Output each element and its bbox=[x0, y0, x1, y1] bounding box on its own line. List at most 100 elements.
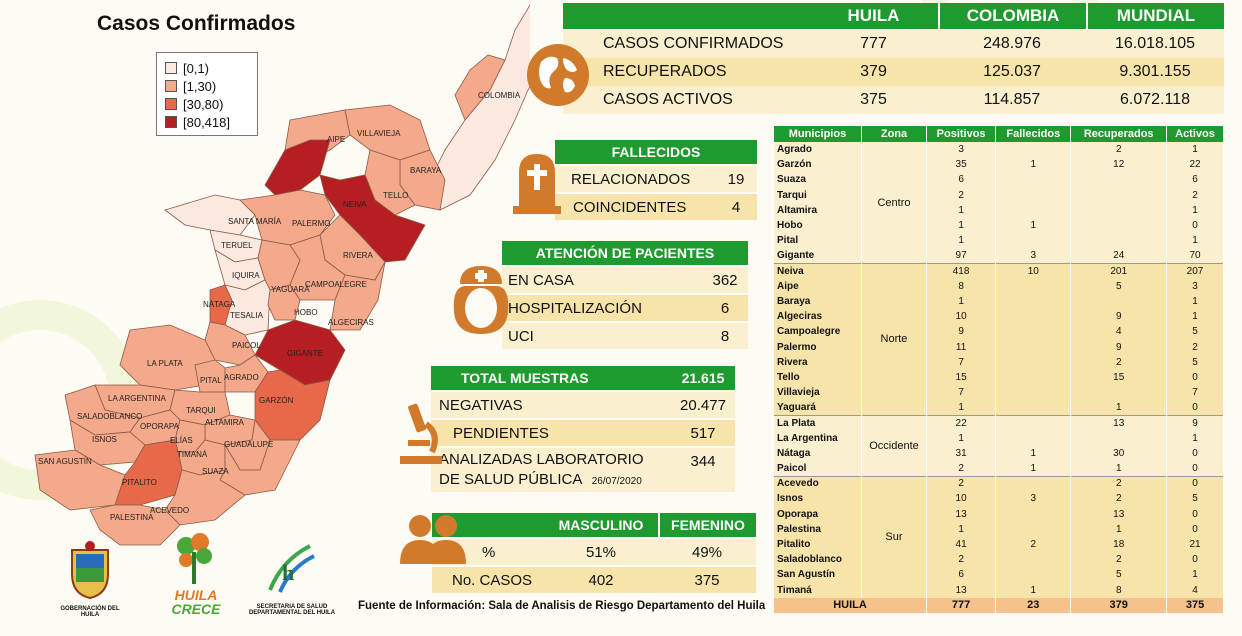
sexo-label: No. CASOS bbox=[452, 571, 533, 589]
table-cell: 6 bbox=[926, 172, 997, 188]
table-cell: 207 bbox=[1166, 263, 1224, 279]
table-cell: 13 bbox=[926, 506, 997, 522]
map-title: Casos Confirmados bbox=[97, 12, 296, 35]
table-row: La Argentina 1 1 bbox=[774, 430, 1224, 446]
table-cell: Acevedo bbox=[774, 476, 862, 492]
map-label: PAICOL bbox=[232, 341, 261, 350]
atencion-value: 6 bbox=[720, 299, 730, 317]
table-cell: 10 bbox=[926, 491, 997, 507]
table-cell: 5 bbox=[1166, 491, 1224, 507]
muestras-lab-label-line: DE SALUD PÚBLICA bbox=[439, 471, 582, 488]
table-cell: 7 bbox=[926, 354, 997, 370]
summary-header-colombia: COLOMBIA bbox=[938, 3, 1086, 29]
tombstone-icon bbox=[511, 150, 563, 214]
sexo-value: 51% bbox=[585, 543, 617, 561]
table-cell bbox=[1070, 187, 1168, 203]
fallecidos-value: 4 bbox=[731, 198, 741, 216]
table-cell bbox=[1070, 430, 1168, 446]
map-region-algeciras bbox=[329, 261, 386, 331]
table-cell: 13 bbox=[1070, 415, 1168, 431]
summary-label: RECUPERADOS bbox=[603, 63, 727, 80]
table-cell: 3 bbox=[1166, 278, 1224, 294]
table-cell bbox=[995, 415, 1072, 431]
muestras-label: PENDIENTES bbox=[453, 424, 549, 442]
table-cell: 9 bbox=[926, 324, 997, 340]
legend-label: [0,1) bbox=[183, 60, 210, 76]
sexo-header: MASCULINO bbox=[558, 517, 644, 533]
table-cell: 201 bbox=[1070, 263, 1168, 279]
table-cell: 6 bbox=[1166, 172, 1224, 188]
table-cell: Gigante bbox=[774, 248, 862, 264]
table-row: Tello 15 15 0 bbox=[774, 369, 1224, 385]
huila-crece-logo bbox=[172, 532, 216, 586]
table-cell: 777 bbox=[926, 597, 997, 613]
table-cell: Timaná bbox=[774, 582, 862, 598]
zone-cell: Centro bbox=[861, 142, 928, 264]
table-header: Fallecidos bbox=[995, 126, 1072, 142]
table-cell: Paicol bbox=[774, 460, 862, 477]
table-cell: Neiva bbox=[774, 263, 862, 279]
table-cell: La Plata bbox=[774, 415, 862, 431]
table-cell: 0 bbox=[1166, 445, 1224, 461]
table-cell: 18 bbox=[1070, 536, 1168, 553]
table-cell: San Agustín bbox=[774, 567, 862, 583]
table-row: Neiva Norte 418 10 201 207 bbox=[774, 263, 1224, 416]
table-cell: 418 bbox=[926, 263, 997, 279]
map-region-upper bbox=[454, 54, 506, 121]
summary-value: 16.018.105 bbox=[1114, 35, 1196, 52]
map-label: SUAZA bbox=[202, 467, 229, 476]
table-cell: Isnos bbox=[774, 491, 862, 507]
map-label: SALADOBLANCO bbox=[77, 412, 142, 421]
table-row: Hobo 1 1 0 bbox=[774, 217, 1224, 234]
table-cell: HUILA bbox=[774, 597, 928, 613]
table-row: Villavieja 7 7 bbox=[774, 385, 1224, 401]
table-row: Baraya 1 1 bbox=[774, 293, 1224, 310]
table-cell: 379 bbox=[1070, 597, 1168, 613]
table-cell bbox=[995, 293, 1072, 310]
table-cell bbox=[1070, 233, 1168, 249]
table-cell: Rivera bbox=[774, 354, 862, 370]
map-label: GIGANTE bbox=[287, 349, 323, 358]
table-cell: 1 bbox=[1166, 293, 1224, 310]
huila-crece-text-a: HUILA bbox=[174, 587, 218, 603]
municipios-table: Municipios Zona Positivos Fallecidos Rec… bbox=[774, 126, 1224, 613]
table-cell: 1 bbox=[926, 202, 997, 218]
table-cell: 0 bbox=[1166, 369, 1224, 385]
table-cell: 2 bbox=[926, 552, 997, 568]
map-label: PALERMO bbox=[292, 219, 331, 228]
table-cell: Saladoblanco bbox=[774, 552, 862, 568]
table-row: Algeciras 10 9 1 bbox=[774, 309, 1224, 325]
atencion-value: 8 bbox=[720, 327, 730, 345]
table-cell: 2 bbox=[1070, 142, 1168, 158]
table-cell bbox=[995, 324, 1072, 340]
table-row: Timaná 13 1 8 4 bbox=[774, 582, 1224, 598]
legend-label: [80,418] bbox=[183, 114, 230, 130]
table-header: Recuperados bbox=[1070, 126, 1168, 142]
table-cell: 1 bbox=[926, 233, 997, 249]
table-cell: 0 bbox=[1166, 217, 1224, 234]
table-cell: 1 bbox=[1166, 233, 1224, 249]
summary-row: RECUPERADOS 379 125.037 9.301.155 bbox=[563, 58, 1224, 86]
table-cell: 1 bbox=[1166, 567, 1224, 583]
secretaria-salud-logo: h bbox=[262, 540, 318, 598]
table-cell bbox=[995, 339, 1072, 355]
fallecidos-table: FALLECIDOS RELACIONADOS 19 COINCIDENTES 4 bbox=[555, 140, 757, 220]
table-cell: 2 bbox=[995, 536, 1072, 553]
source-note: Fuente de Información: Sala de Analisis … bbox=[358, 600, 766, 612]
table-cell: 2 bbox=[926, 460, 997, 477]
table-cell: 41 bbox=[926, 536, 997, 553]
table-cell bbox=[995, 506, 1072, 522]
table-cell: Nátaga bbox=[774, 445, 862, 461]
table-cell: 3 bbox=[926, 142, 997, 158]
sexo-value: 375 bbox=[694, 571, 720, 589]
table-cell bbox=[995, 430, 1072, 446]
sexo-table: MASCULINO FEMENINO % 51% 49% No. CASOS 402 37… bbox=[432, 513, 756, 593]
table-cell: Palermo bbox=[774, 339, 862, 355]
table-cell: Tarqui bbox=[774, 187, 862, 203]
nurse-icon bbox=[446, 262, 516, 336]
atencion-value: 362 bbox=[712, 271, 738, 289]
table-cell: 1 bbox=[1166, 430, 1224, 446]
table-row: Oporapa 13 13 0 bbox=[774, 506, 1224, 522]
table-cell bbox=[1070, 385, 1168, 401]
table-cell: 1 bbox=[995, 157, 1072, 173]
